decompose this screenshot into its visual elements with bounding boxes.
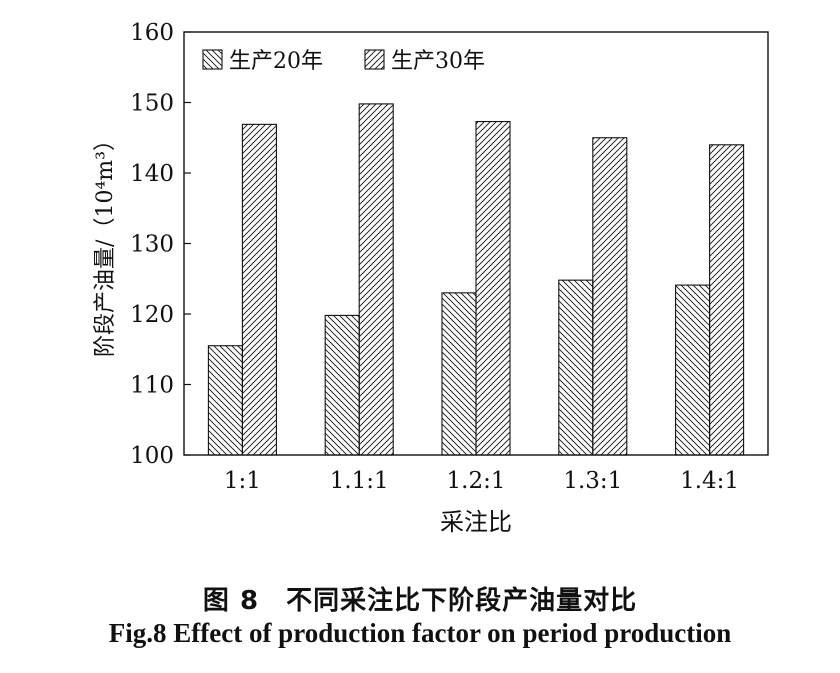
bar-chart: 100 110 120 130 140 150 160 1:1 1.1:1 1.2:1 1.3:1… <box>93 20 769 536</box>
legend-label: 生产20年 <box>229 49 323 74</box>
x-tick-label: 1.3:1 <box>563 468 622 494</box>
figure-caption-cn: 图 8 不同采注比下阶段产油量对比 <box>202 586 638 616</box>
bar-production-30y <box>475 120 511 456</box>
bars <box>207 103 745 456</box>
legend: 生产20年 生产30年 <box>202 49 485 74</box>
legend-swatch <box>202 49 223 70</box>
bar-production-20y <box>441 292 477 456</box>
y-axis-ticks: 100 110 120 130 140 150 160 <box>130 20 191 469</box>
y-tick-label: 100 <box>130 443 174 469</box>
bar-production-30y <box>241 123 277 456</box>
x-tick-label: 1.2:1 <box>447 468 506 494</box>
bar-production-30y <box>592 137 628 456</box>
figure-caption-en: Fig.8 Effect of production factor on per… <box>108 618 732 648</box>
x-axis-label: 采注比 <box>440 508 512 536</box>
bar-production-30y <box>358 103 394 456</box>
y-tick-label: 120 <box>130 302 174 328</box>
y-tick-label: 150 <box>130 91 174 117</box>
bar-production-30y <box>709 144 745 456</box>
x-tick-label: 1.1:1 <box>330 468 389 494</box>
legend-swatch <box>364 49 385 70</box>
y-tick-label: 140 <box>130 161 174 187</box>
x-tick-label: 1:1 <box>224 468 261 494</box>
bar-production-20y <box>324 314 360 456</box>
x-tick-label: 1.4:1 <box>680 468 739 494</box>
y-tick-label: 130 <box>130 232 174 258</box>
legend-label: 生产30年 <box>391 49 485 74</box>
y-axis-label: 阶段产油量/（10⁴m³） <box>93 129 118 357</box>
bar-production-20y <box>558 279 594 456</box>
bar-production-20y <box>207 345 243 456</box>
x-axis-ticks: 1:1 1.1:1 1.2:1 1.3:1 1.4:1 <box>224 468 739 494</box>
bar-production-20y <box>675 284 711 456</box>
y-tick-label: 110 <box>130 373 174 399</box>
y-tick-label: 160 <box>130 20 174 46</box>
